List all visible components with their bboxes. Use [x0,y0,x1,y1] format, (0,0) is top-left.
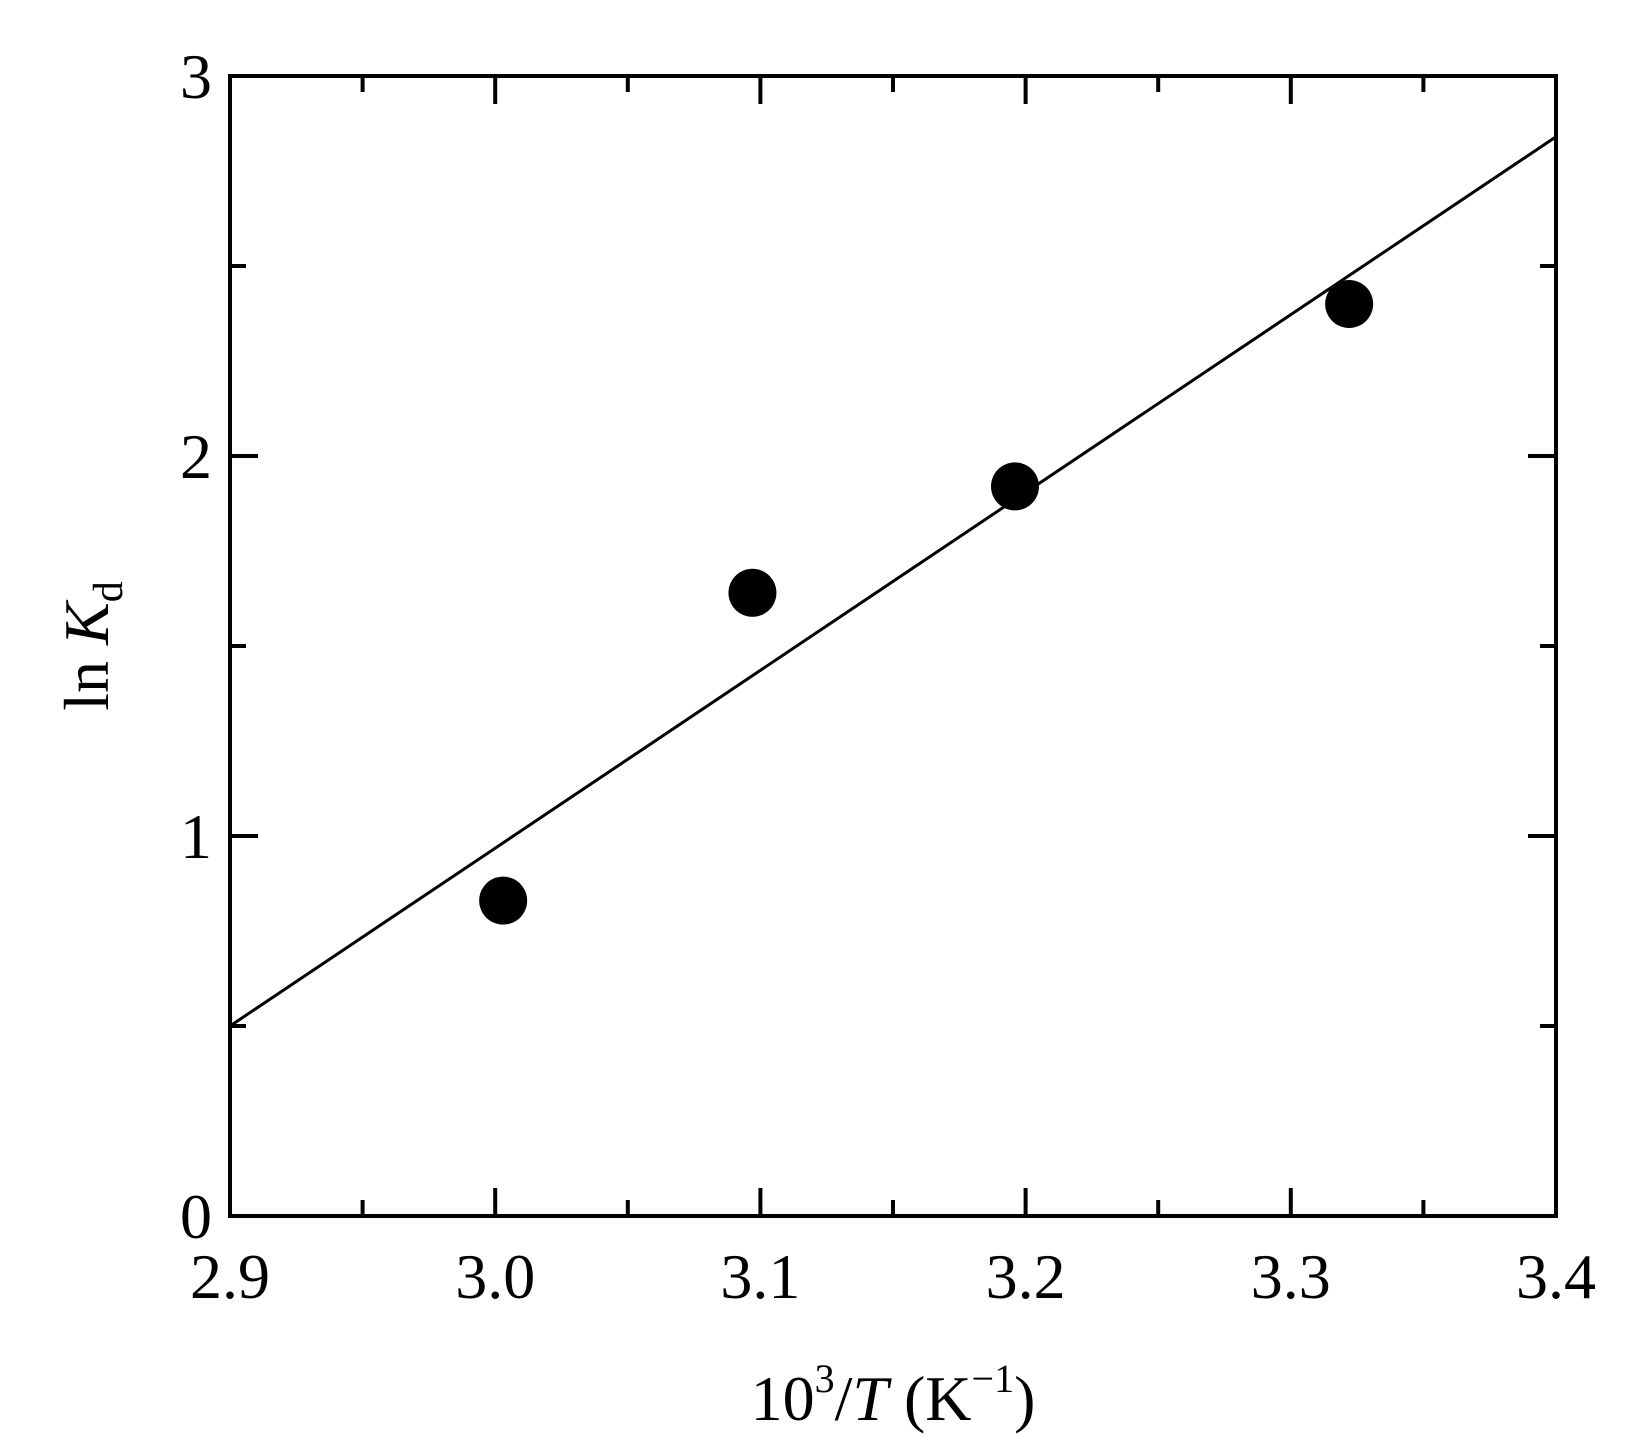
y-tick-label: 2 [180,421,212,492]
x-axis-label-slash: / [835,1363,853,1434]
data-point [1325,280,1374,328]
y-axis-label-subscript: d [86,581,132,602]
x-tick-label: 3.2 [986,1241,1066,1312]
plot-frame [228,74,1558,1218]
x-tick-label: 3.4 [1516,1241,1596,1312]
x-axis-label-variable: T [852,1363,892,1434]
x-tick-label: 2.9 [190,1241,270,1312]
data-point [728,568,777,617]
data-series [229,135,1557,1028]
fit-line [229,135,1557,1028]
x-axis-label-unit-superscript: −1 [972,1356,1015,1401]
x-tick-label: 3.3 [1251,1241,1331,1312]
data-point [479,876,528,925]
x-axis-label: 103/T (K−1) [751,1356,1036,1434]
x-axis-label-base-superscript: 3 [815,1356,835,1401]
y-axis-label: ln Kd [51,581,132,710]
y-tick-label: 3 [180,41,212,112]
y-axis-label-prefix: ln [51,645,122,711]
x-axis-label-unit-open: (K [888,1363,972,1434]
y-tick-label: 0 [180,1181,212,1252]
x-axis-label-unit-close: ) [1014,1363,1035,1434]
y-axis-label-variable: K [51,599,122,646]
data-point [990,462,1039,511]
x-axis-label-base: 10 [751,1363,815,1434]
axis-tick-labels: 2.9 3.0 3.1 3.2 3.3 3.4 0 1 2 3 [180,41,1596,1312]
x-tick-label: 3.1 [720,1241,800,1312]
x-tick-label: 3.0 [455,1241,535,1312]
axis-ticks [228,74,1558,1218]
y-tick-label: 1 [180,801,212,872]
